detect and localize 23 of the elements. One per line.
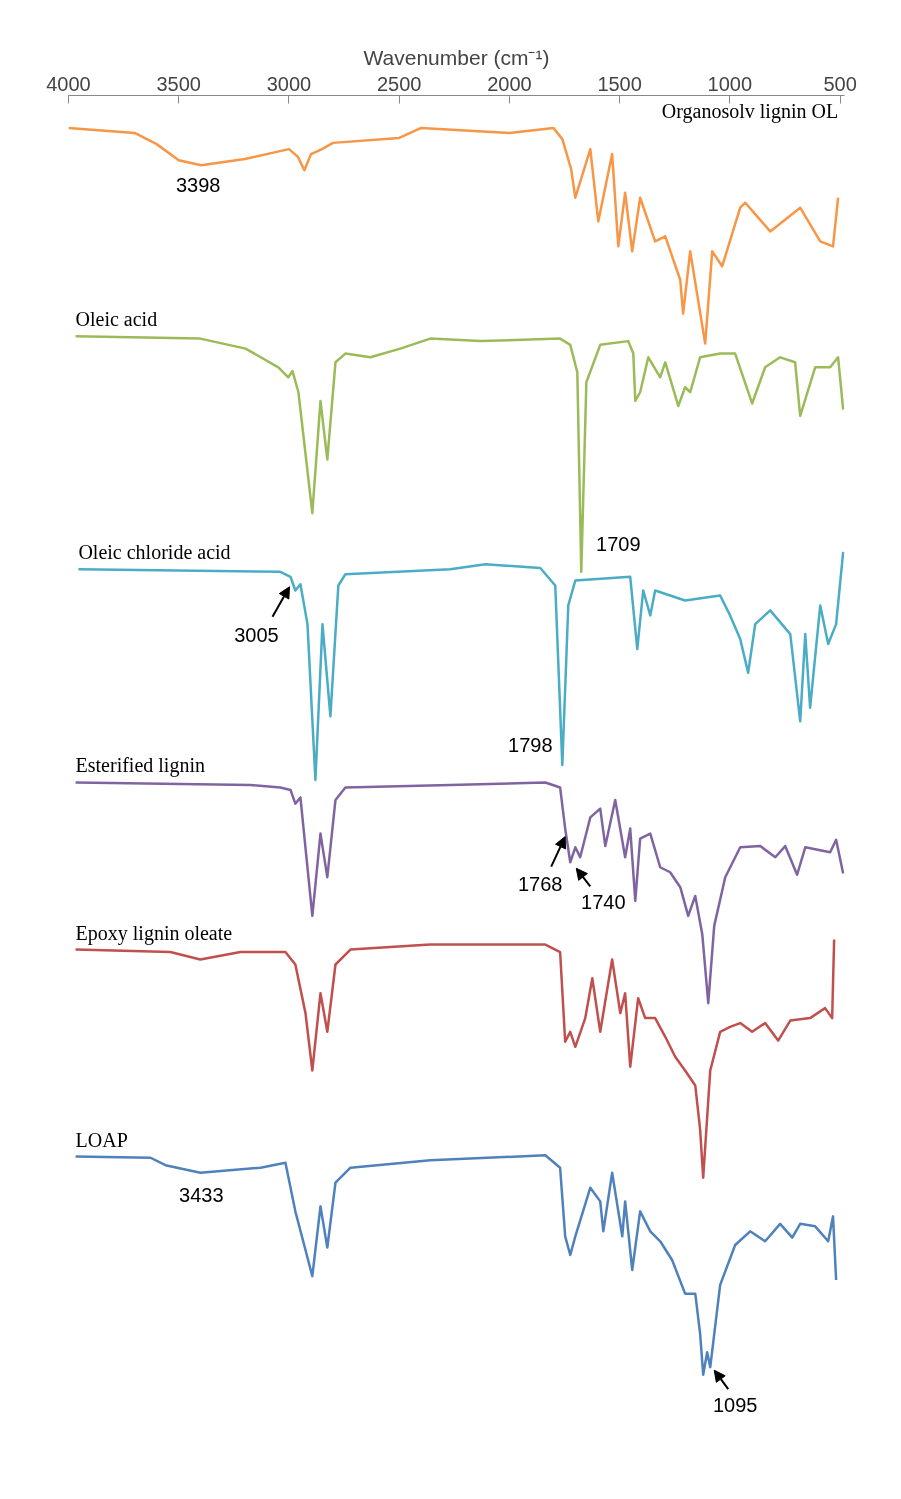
- annotation: 1798: [508, 734, 553, 757]
- series-label: Oleic acid: [75, 308, 158, 331]
- x-tick-label: 1000: [707, 72, 753, 95]
- annotation: 1768: [517, 872, 563, 895]
- series-label: Esterified lignin: [75, 754, 205, 778]
- x-tick-label: 3500: [156, 72, 201, 95]
- x-axis-title: Wavenumber (cm⁻¹): [363, 45, 550, 69]
- annotation: 3398: [175, 174, 221, 197]
- annotation: 1740: [581, 891, 626, 914]
- annotation: 3433: [179, 1183, 224, 1206]
- x-tick-label: 2000: [487, 72, 532, 95]
- annotation: 3005: [234, 623, 279, 646]
- x-tick-label: 2500: [376, 72, 422, 95]
- annotation: 1095: [713, 1394, 758, 1417]
- x-tick-label: 3000: [266, 72, 312, 95]
- series-label: Oleic chloride acid: [78, 541, 231, 564]
- x-tick-label: 500: [823, 72, 857, 95]
- x-tick-label: 1500: [597, 72, 642, 95]
- series-label: Epoxy lignin oleate: [75, 921, 233, 945]
- x-tick-label: 4000: [46, 72, 91, 95]
- annotation: 1709: [596, 532, 641, 555]
- series-label: LOAP: [75, 1128, 128, 1151]
- text: Organosolv lignin OL: [661, 99, 839, 123]
